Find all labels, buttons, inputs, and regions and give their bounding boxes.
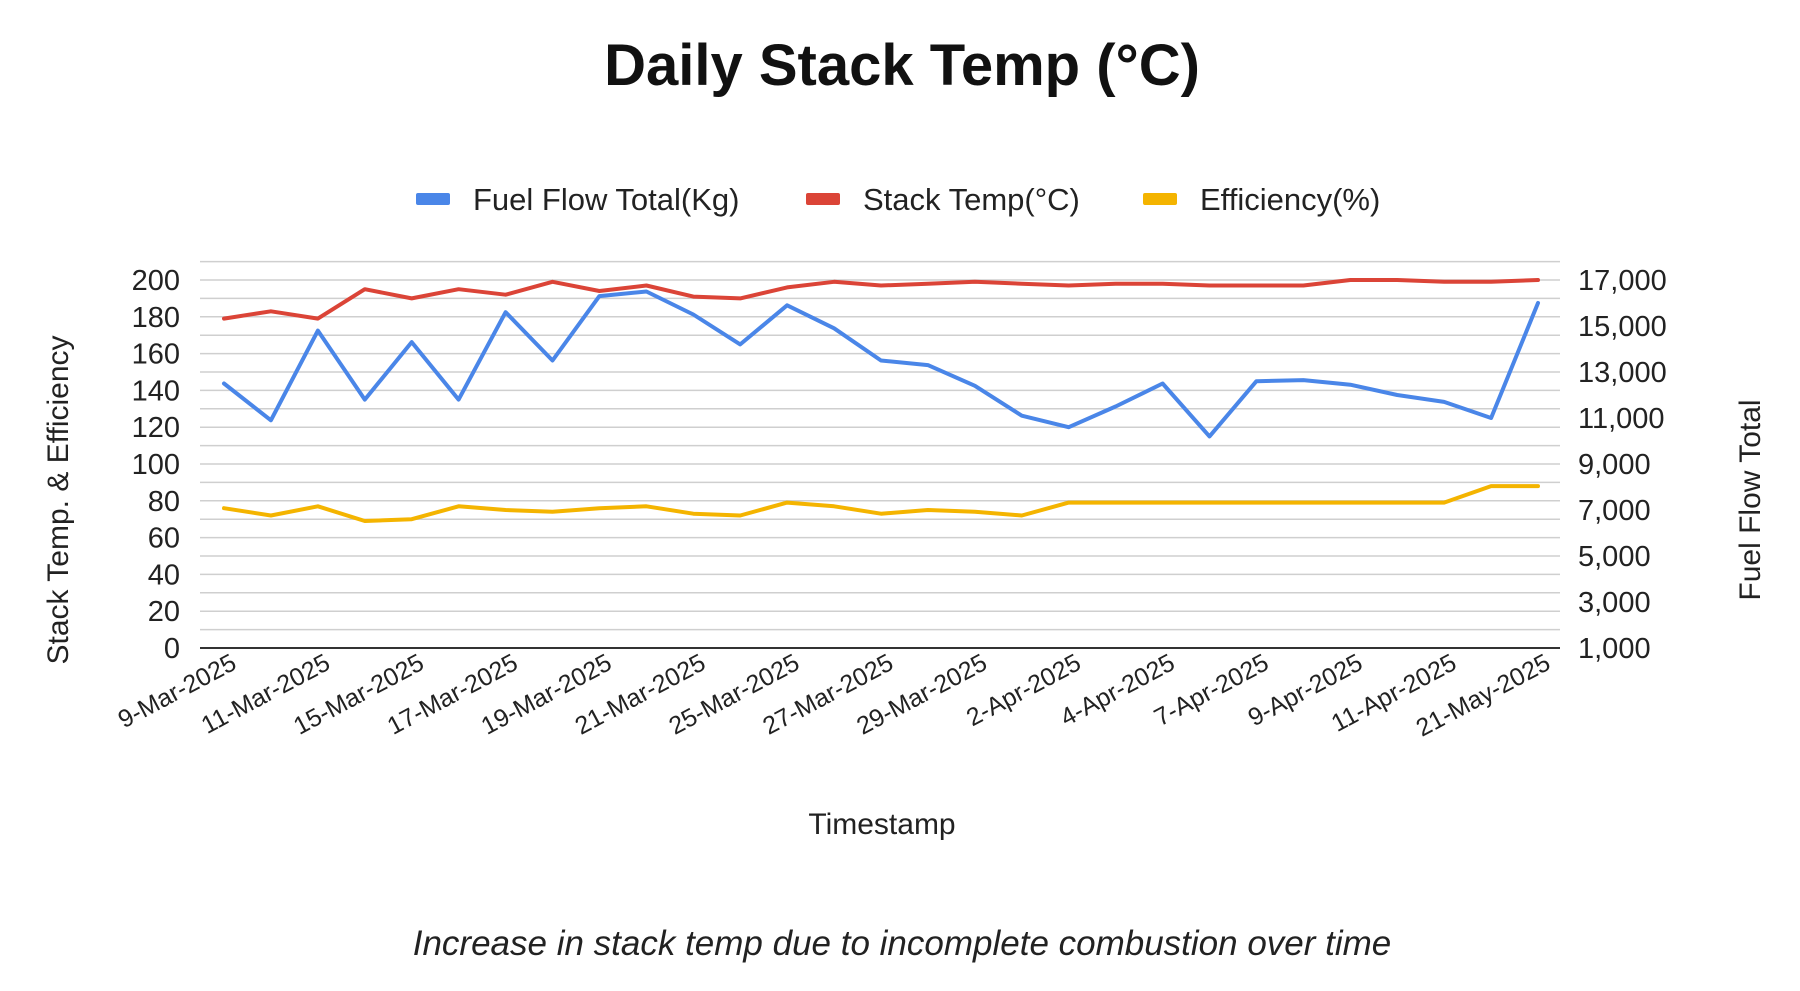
gridlines bbox=[200, 260, 1560, 649]
right-tick-label: 7,000 bbox=[1578, 495, 1651, 527]
legend: Fuel Flow Total(Kg) Stack Temp(°C) Efficie… bbox=[416, 182, 1380, 217]
legend-swatch bbox=[1143, 193, 1177, 205]
legend-label: Efficiency(%) bbox=[1200, 182, 1380, 217]
right-tick-label: 13,000 bbox=[1578, 357, 1667, 389]
right-tick-label: 5,000 bbox=[1578, 541, 1651, 573]
left-tick-label: 160 bbox=[132, 339, 180, 371]
left-tick-label: 120 bbox=[132, 412, 180, 444]
legend-label: Fuel Flow Total(Kg) bbox=[473, 182, 739, 217]
y-axis-right-title: Fuel Flow Total bbox=[1734, 399, 1767, 600]
left-tick-label: 200 bbox=[132, 265, 180, 297]
series-lines bbox=[222, 278, 1540, 523]
right-tick-label: 17,000 bbox=[1578, 265, 1667, 297]
x-axis-title: Timestamp bbox=[808, 808, 955, 841]
legend-swatch bbox=[416, 193, 450, 205]
x-axis-ticks: 9-Mar-202511-Mar-202515-Mar-202517-Mar-2… bbox=[114, 649, 1555, 743]
chart-caption: Increase in stack temp due to incomplete… bbox=[413, 924, 1392, 963]
series-line-1 bbox=[222, 289, 1540, 439]
right-tick-label: 3,000 bbox=[1578, 587, 1651, 619]
left-tick-label: 80 bbox=[148, 486, 180, 518]
right-axis-ticks: 1,000 3,000 5,000 7,000 9,000 11,000 13,000 15,… bbox=[1578, 265, 1667, 665]
left-tick-label: 40 bbox=[148, 559, 180, 591]
series-line-3 bbox=[222, 484, 1540, 523]
y-axis-left-title: Stack Temp. & Efficiency bbox=[42, 335, 75, 664]
left-tick-label: 60 bbox=[148, 523, 180, 555]
legend-label: Stack Temp(°C) bbox=[863, 182, 1080, 217]
left-tick-label: 20 bbox=[148, 596, 180, 628]
left-tick-label: 0 bbox=[164, 633, 180, 665]
right-tick-label: 9,000 bbox=[1578, 449, 1651, 481]
series-line-2 bbox=[222, 278, 1540, 321]
right-tick-label: 1,000 bbox=[1578, 633, 1651, 665]
left-tick-label: 180 bbox=[132, 302, 180, 334]
right-tick-label: 15,000 bbox=[1578, 311, 1667, 343]
legend-swatch bbox=[806, 193, 840, 205]
chart-title: Daily Stack Temp (°C) bbox=[604, 33, 1200, 98]
left-tick-label: 100 bbox=[132, 449, 180, 481]
right-tick-label: 11,000 bbox=[1578, 403, 1665, 435]
left-axis-ticks: 0 20 40 60 80 100 120 140 160 180 200 bbox=[132, 265, 180, 665]
left-tick-label: 140 bbox=[132, 375, 180, 407]
